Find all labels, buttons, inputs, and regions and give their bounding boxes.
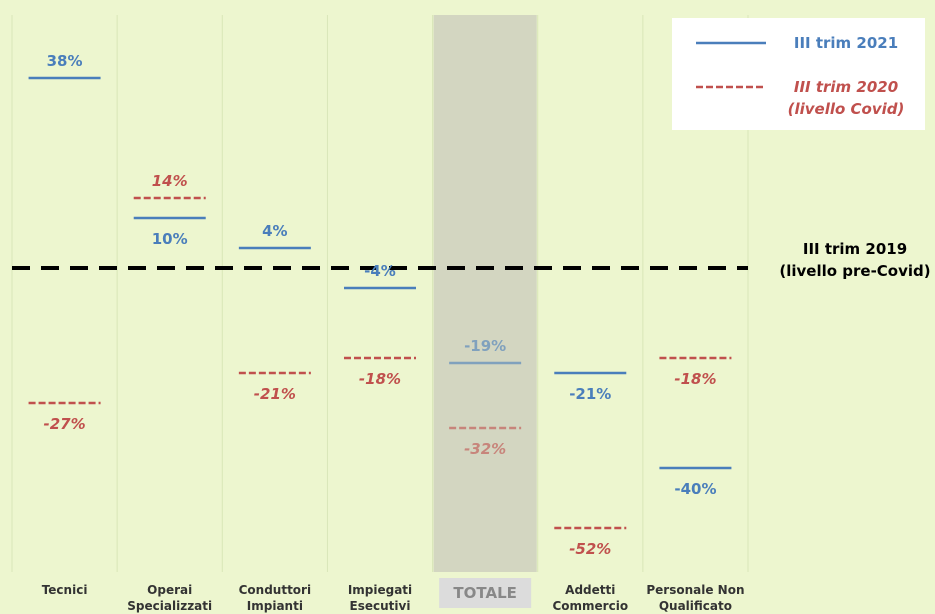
value-label: -32%	[464, 440, 506, 458]
value-label: -40%	[674, 480, 716, 498]
x-tick-label: TOTALE	[453, 584, 516, 602]
x-tick-label: Operai Specializzati	[127, 583, 212, 613]
value-label: 10%	[152, 230, 188, 248]
value-label: -52%	[569, 540, 611, 558]
legend-label: III trim 2021	[794, 34, 898, 52]
legend-box	[672, 18, 925, 130]
value-label: 38%	[47, 52, 83, 70]
value-label: -21%	[569, 385, 611, 403]
x-tick-label: Conduttori Impianti	[239, 583, 311, 613]
x-tick-label: Personale Non Qualificato	[646, 583, 744, 613]
highlight-column	[433, 15, 537, 572]
value-label: -19%	[464, 337, 506, 355]
value-label: 4%	[262, 222, 287, 240]
x-tick-label: Tecnici	[42, 583, 88, 597]
value-label: 14%	[152, 172, 188, 190]
legend-label: III trim 2020 (livello Covid)	[788, 78, 905, 118]
total-label-box	[439, 578, 532, 608]
value-label: -21%	[254, 385, 296, 403]
reference-label: III trim 2019 (livello pre-Covid)	[779, 240, 930, 280]
value-label: -27%	[44, 415, 86, 433]
value-label: -4%	[364, 262, 396, 280]
value-label: -18%	[359, 370, 401, 388]
value-label: -18%	[674, 370, 716, 388]
x-tick-label: Addetti Commercio	[552, 583, 628, 613]
x-tick-label: Impiegati Esecutivi	[348, 583, 412, 613]
